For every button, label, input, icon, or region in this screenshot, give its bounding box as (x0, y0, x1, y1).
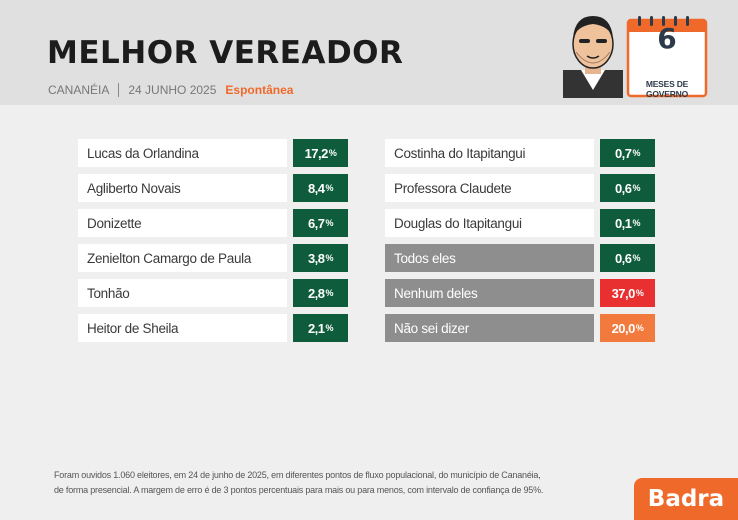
result-row: Agliberto Novais 8,4% (78, 174, 348, 202)
brand-logo: Badra (634, 478, 738, 520)
calendar-icon (626, 16, 708, 98)
result-value: 6,7% (293, 209, 348, 237)
result-name: Todos eles (385, 244, 594, 272)
result-value: 2,1% (293, 314, 348, 342)
result-row: Nenhum deles 37,0% (385, 279, 655, 307)
result-value: 37,0% (600, 279, 655, 307)
result-name: Nenhum deles (385, 279, 594, 307)
calendar-label: MESES DE GOVERNO (645, 79, 689, 99)
result-value: 0,1% (600, 209, 655, 237)
result-name: Lucas da Orlandina (78, 139, 287, 167)
result-row: Zenielton Camargo de Paula 3,8% (78, 244, 348, 272)
divider (118, 83, 120, 97)
result-value: 3,8% (293, 244, 348, 272)
result-name: Donizette (78, 209, 287, 237)
result-value: 0,7% (600, 139, 655, 167)
result-name: Professora Claudete (385, 174, 594, 202)
result-name: Douglas do Itapitangui (385, 209, 594, 237)
result-name: Agliberto Novais (78, 174, 287, 202)
result-row: Donizette 6,7% (78, 209, 348, 237)
result-row: Douglas do Itapitangui 0,1% (385, 209, 655, 237)
result-value: 17,2% (293, 139, 348, 167)
subtitle-line: CANANÉIA 24 JUNHO 2025 Espontânea (48, 83, 293, 97)
result-row: Costinha do Itapitangui 0,7% (385, 139, 655, 167)
footnote-line-1: Foram ouvidos 1.060 eleitores, em 24 de … (54, 470, 541, 480)
result-name: Zenielton Camargo de Paula (78, 244, 287, 272)
survey-type-tag: Espontânea (225, 83, 294, 97)
result-value: 0,6% (600, 174, 655, 202)
result-name: Tonhão (78, 279, 287, 307)
result-value: 0,6% (600, 244, 655, 272)
result-row: Heitor de Sheila 2,1% (78, 314, 348, 342)
result-value: 8,4% (293, 174, 348, 202)
footnote-line-2: de forma presencial. A margem de erro é … (54, 485, 544, 495)
result-row: Todos eles 0,6% (385, 244, 655, 272)
calendar-number: 6 (657, 22, 677, 55)
result-row: Professora Claudete 0,6% (385, 174, 655, 202)
result-value: 20,0% (600, 314, 655, 342)
result-name: Não sei dizer (385, 314, 594, 342)
header-band: MELHOR VEREADOR CANANÉIA 24 JUNHO 2025 E… (0, 0, 738, 105)
result-row: Lucas da Orlandina 17,2% (78, 139, 348, 167)
date-label: 24 JUNHO 2025 (128, 83, 217, 97)
methodology-note: Foram ouvidos 1.060 eleitores, em 24 de … (54, 468, 543, 498)
result-row: Tonhão 2,8% (78, 279, 348, 307)
city-label: CANANÉIA (48, 83, 110, 97)
result-name: Costinha do Itapitangui (385, 139, 594, 167)
result-name: Heitor de Sheila (78, 314, 287, 342)
result-value: 2,8% (293, 279, 348, 307)
page-title: MELHOR VEREADOR (47, 35, 404, 71)
mayor-avatar-icon (563, 16, 623, 98)
result-row: Não sei dizer 20,0% (385, 314, 655, 342)
